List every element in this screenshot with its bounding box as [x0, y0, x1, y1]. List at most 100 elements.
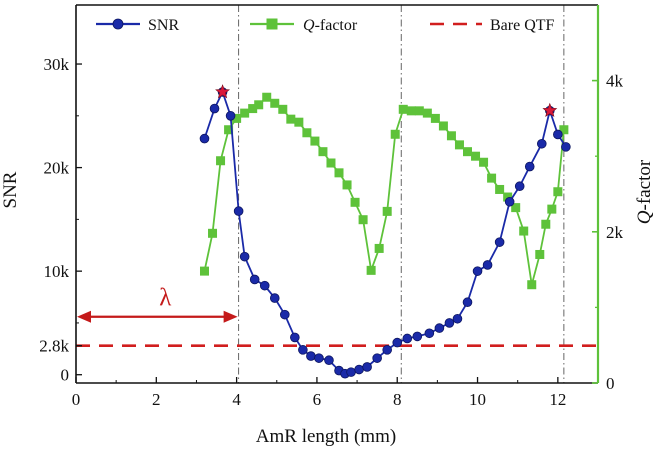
snr-point-9: [279, 309, 290, 320]
x-tick-label-3: 6: [313, 390, 322, 409]
snr-point-25: [424, 328, 435, 339]
snr-point-0: [199, 133, 210, 144]
right-y-axis-title-rest: -factor: [634, 159, 655, 210]
q-factor-point-46: [559, 125, 569, 135]
snr-point-35: [524, 161, 535, 172]
q-factor-point-14: [310, 136, 320, 146]
q-factor-point-31: [446, 131, 456, 141]
x-tick-label-4: 8: [393, 390, 402, 409]
snr-point-36: [536, 138, 547, 149]
q-factor-point-35: [479, 157, 489, 167]
reference-lines: [238, 5, 565, 383]
q-factor-point-8: [262, 92, 272, 102]
snr-point-23: [402, 333, 413, 344]
q-factor-point-22: [374, 243, 384, 253]
q-factor-point-4: [232, 113, 242, 123]
snr-point-22: [392, 337, 403, 348]
y-left-tick-label-1: 2.8k: [39, 337, 69, 356]
max-markers: [215, 84, 558, 117]
q-factor-point-10: [278, 104, 288, 114]
q-factor-point-13: [302, 128, 312, 138]
snr-point-24: [412, 331, 423, 342]
right-y-axis-title: Q-factor: [634, 159, 655, 224]
q-factor-point-26: [406, 106, 416, 116]
q-factor-point-37: [495, 184, 505, 194]
snr-point-26: [434, 323, 445, 333]
legend-snr-label: SNR: [148, 17, 179, 34]
x-axis-title: AmR length (mm): [256, 426, 396, 447]
snr-point-5: [239, 251, 250, 262]
q-factor-point-34: [471, 151, 481, 161]
y-left-tick-label-2: 10k: [44, 262, 70, 281]
q-factor-point-36: [487, 173, 497, 183]
q-factor-point-1: [208, 228, 218, 238]
q-factor-point-32: [454, 140, 464, 150]
snr-point-7: [259, 280, 270, 291]
x-tick-label-2: 4: [232, 390, 241, 409]
y-right-tick-label-1: 2k: [606, 223, 624, 242]
snr-line: [203, 89, 567, 375]
snr-point-12: [306, 351, 316, 361]
q-factor-point-17: [334, 168, 344, 178]
snr-point-20: [372, 353, 382, 363]
legend-q-marker: [266, 18, 278, 30]
q-factor-point-5: [240, 108, 250, 118]
x-tick-label-1: 2: [152, 390, 161, 409]
q-factor-point-15: [318, 147, 328, 157]
legend-bare-label: Bare QTF: [490, 17, 555, 34]
q-factor-point-28: [422, 108, 432, 118]
snr-point-8: [269, 293, 280, 303]
snr-point-38: [553, 129, 563, 140]
y-left-tick-label-3: 20k: [44, 159, 70, 178]
q-factor-point-19: [350, 197, 360, 207]
y-left-tick-label-0: 0: [61, 366, 70, 385]
q-factor-point-41: [527, 280, 537, 290]
right-y-axis-title-italic: Q: [634, 210, 655, 224]
snr-point-21: [382, 345, 392, 355]
q-factor-point-39: [511, 203, 521, 213]
lambda-annotation: λ: [77, 285, 238, 323]
snr-point-13: [314, 353, 324, 363]
q-factor-series: [199, 92, 569, 290]
q-factor-point-25: [398, 104, 408, 114]
snr-point-11: [298, 345, 308, 355]
max-star-0: [215, 84, 231, 99]
q-factor-point-18: [342, 180, 352, 190]
max-star-1: [542, 102, 558, 117]
q-factor-point-45: [553, 187, 563, 197]
right-y-axis-ticks: 0 2k 4k: [592, 72, 624, 393]
legend-q-rest: -factor: [315, 17, 358, 34]
q-factor-point-0: [199, 266, 209, 276]
snr-point-1: [209, 103, 220, 114]
q-factor-point-12: [294, 117, 304, 127]
snr-point-32: [494, 237, 505, 247]
q-factor-point-33: [463, 147, 472, 157]
q-factor-point-9: [270, 98, 280, 108]
legend-q-label: Q-factor: [303, 17, 358, 34]
lambda-arrow-right-head: [223, 310, 238, 323]
snr-point-19: [362, 362, 372, 372]
snr-point-10: [290, 332, 300, 343]
snr-point-31: [482, 260, 493, 270]
legend: SNR Q-factor Bare QTF: [96, 17, 555, 34]
snr-point-29: [462, 297, 473, 308]
q-factor-point-11: [286, 114, 296, 124]
q-factor-point-2: [216, 156, 226, 166]
q-factor-point-20: [358, 215, 368, 225]
snr-series: [199, 87, 571, 379]
q-factor-point-16: [326, 158, 336, 168]
snr-point-33: [504, 196, 515, 207]
snr-point-17: [346, 367, 356, 377]
snr-point-6: [249, 274, 260, 285]
y-left-tick-label-4: 30k: [44, 55, 70, 74]
q-factor-point-6: [248, 104, 258, 114]
q-factor-point-43: [541, 219, 551, 229]
q-factor-point-27: [414, 106, 424, 116]
snr-point-14: [324, 355, 334, 366]
legend-snr-marker: [112, 18, 124, 30]
lambda-label: λ: [159, 285, 171, 312]
q-factor-point-24: [390, 129, 400, 139]
q-factor-point-42: [535, 249, 545, 259]
q-factor-line: [203, 96, 565, 285]
